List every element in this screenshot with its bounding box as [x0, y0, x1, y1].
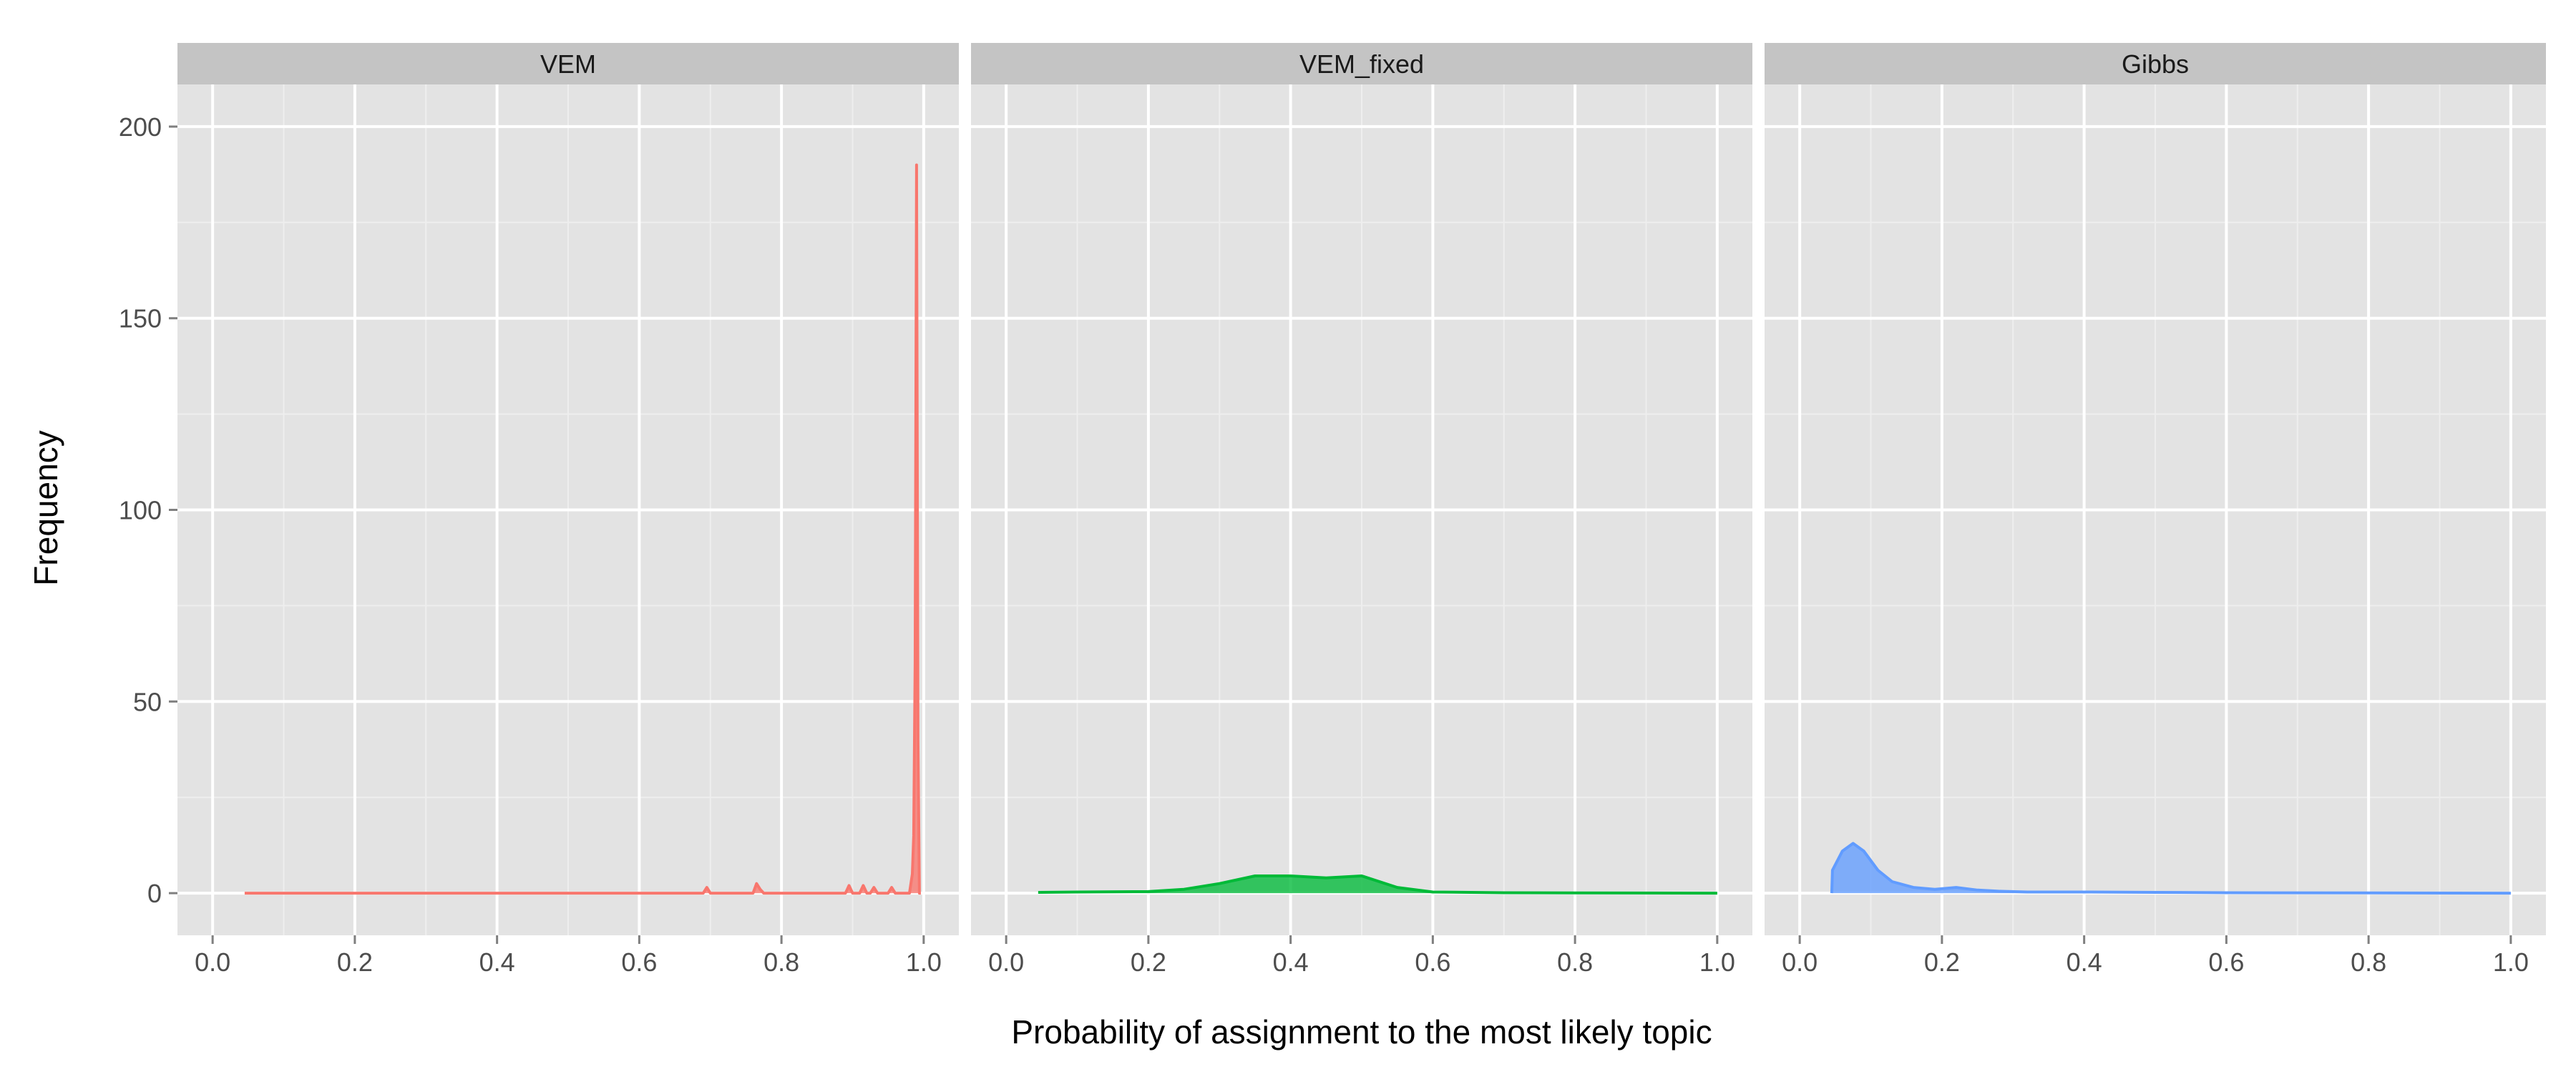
- facet-strip: [177, 43, 959, 84]
- y-axis-title: Frequency: [27, 430, 64, 585]
- x-tick-label: 1.0: [1699, 947, 1735, 977]
- x-axis-title: Probability of assignment to the most li…: [1011, 1013, 1712, 1051]
- facet-strip-label: VEM_fixed: [1299, 49, 1424, 79]
- x-tick-label: 0.2: [1131, 947, 1166, 977]
- facet-panel-vem-fixed: VEM_fixed 0.0 0.2 0.4 0.6 0.8 1.0: [971, 43, 1752, 977]
- y-tick-label: 200: [119, 112, 162, 142]
- density-area: [1831, 843, 2511, 894]
- y-tick-label: 100: [119, 496, 162, 525]
- x-tick-label: 0.0: [195, 947, 230, 977]
- density-line: [244, 163, 921, 895]
- x-tick-label: 0.0: [988, 947, 1024, 977]
- x-tick-label: 0.6: [2208, 947, 2244, 977]
- facet-panel-vem: VEM 0.0 0.2 0.4 0.6 0.8 1.0: [177, 43, 959, 977]
- y-tick-label: 50: [133, 687, 162, 716]
- density-line: [1830, 842, 2511, 895]
- density-area: [1038, 876, 1717, 894]
- density-line: [1038, 874, 1717, 895]
- facet-strip: [971, 43, 1752, 84]
- facet-strip-label: VEM: [540, 49, 596, 79]
- x-tick-label: 0.4: [2067, 947, 2102, 977]
- y-tick-label: 150: [119, 304, 162, 333]
- x-tick-label: 0.0: [1782, 947, 1818, 977]
- x-tick-label: 0.8: [1557, 947, 1593, 977]
- y-tick-label: 0: [147, 879, 162, 908]
- x-tick-label: 0.8: [763, 947, 799, 977]
- x-tick-label: 0.2: [337, 947, 373, 977]
- x-tick-label: 1.0: [2493, 947, 2529, 977]
- x-tick-label: 1.0: [906, 947, 942, 977]
- x-tick-label: 0.6: [621, 947, 657, 977]
- x-tick-label: 0.8: [2351, 947, 2386, 977]
- x-tick-label: 0.4: [479, 947, 515, 977]
- facet-panel-gibbs: Gibbs 0.0 0.2 0.4 0.6 0.8 1.0: [1765, 43, 2546, 977]
- facet-strip-label: Gibbs: [2122, 49, 2189, 79]
- x-tick-label: 0.6: [1415, 947, 1450, 977]
- facet-strip: [1765, 43, 2546, 84]
- x-tick-label: 0.4: [1273, 947, 1309, 977]
- x-tick-label: 0.2: [1924, 947, 1960, 977]
